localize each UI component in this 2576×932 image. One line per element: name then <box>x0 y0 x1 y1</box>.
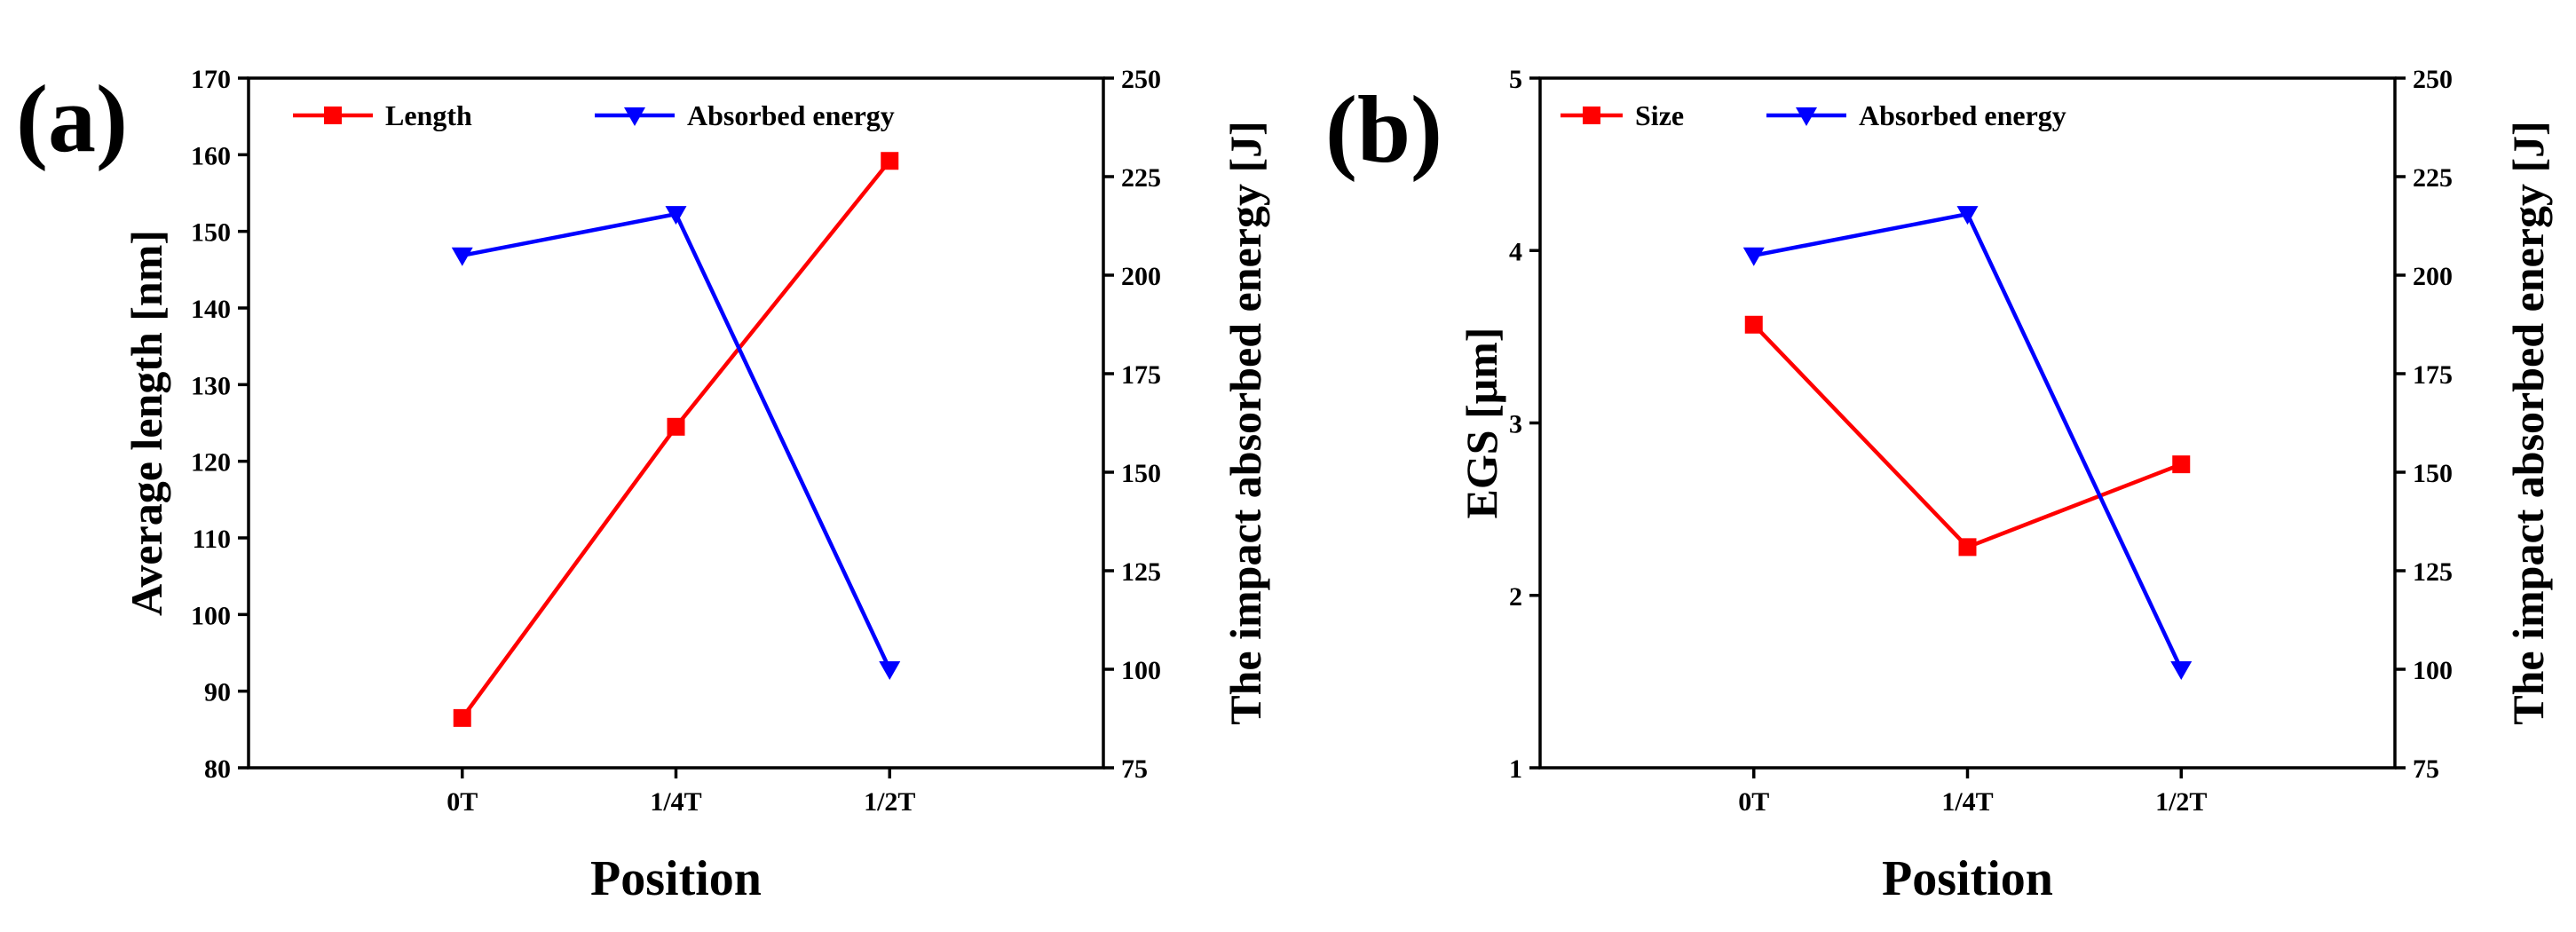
left-y-tick-label: 160 <box>191 141 231 170</box>
x-tick-label: 1/4T <box>650 787 701 817</box>
series-absorbed-energy <box>1742 206 2193 680</box>
legend-marker <box>324 107 342 124</box>
left-y-tick-label: 4 <box>1509 237 1522 266</box>
series-line <box>462 211 892 670</box>
series-line <box>1753 211 2184 670</box>
x-tick-label: 1/2T <box>2155 787 2207 817</box>
right-y-tick-label: 150 <box>1121 459 1161 488</box>
left-y-axis-title: EGS [μm] <box>1457 328 1506 519</box>
right-y-tick-label: 250 <box>2413 65 2453 94</box>
right-y-tick-label: 75 <box>2413 754 2439 784</box>
left-y-tick-label: 170 <box>191 65 231 94</box>
data-point <box>879 661 901 680</box>
right-y-tick-label: 75 <box>1121 754 1148 784</box>
chart-panel-b: 1 2 3 4 5 75 100 125 150 175 200 225 250 0T 1/4T 1/2T Po… <box>1325 65 2553 906</box>
plot-frame <box>1538 76 2397 770</box>
left-y-tick-label: 80 <box>204 754 231 784</box>
legend-entry: Absorbed energy <box>595 99 895 131</box>
right-y-tick-label: 225 <box>1121 163 1161 193</box>
data-point <box>1956 206 1979 225</box>
series-line <box>1752 323 2183 549</box>
right-y-tick-label: 100 <box>1121 656 1161 685</box>
legend-marker <box>624 107 645 126</box>
legend-label: Size <box>1635 99 1684 131</box>
right-y-tick-label: 175 <box>1121 360 1161 390</box>
x-tick-label: 0T <box>446 787 478 817</box>
legend-entry: Absorbed energy <box>1766 99 2066 131</box>
data-point <box>881 152 899 170</box>
chart-panel-a: 80 90 100 110 120 130 140 150 160 170 75 100 125 150 1… <box>16 65 1270 906</box>
data-point <box>2170 661 2193 680</box>
data-point <box>1744 315 1763 334</box>
right-y-tick-label: 100 <box>2413 656 2453 685</box>
right-y-tick-label: 200 <box>1121 262 1161 291</box>
data-point <box>2172 455 2191 474</box>
legend-entry: Size <box>1561 99 1684 131</box>
panel-label: (a) <box>16 67 128 172</box>
left-y-axis-title: Average length [nm] <box>122 230 171 616</box>
data-point <box>451 247 473 266</box>
series-length <box>453 152 899 727</box>
right-y-axis-title: The impact absorbed energy [J] <box>1221 121 1270 725</box>
right-y-tick-label: 150 <box>2413 459 2453 488</box>
right-y-tick-label: 225 <box>2413 163 2453 193</box>
legend-label: Length <box>385 99 472 131</box>
x-tick-label: 0T <box>1738 787 1769 817</box>
right-y-tick-label: 175 <box>2413 360 2453 390</box>
legend-marker <box>1583 107 1600 124</box>
legend-entry: Length <box>293 99 472 131</box>
left-y-tick-label: 3 <box>1509 410 1522 439</box>
series-size <box>1744 315 2191 557</box>
data-point <box>665 206 687 225</box>
legend-label: Absorbed energy <box>1859 99 2066 131</box>
data-point <box>1958 538 1977 557</box>
left-y-tick-label: 100 <box>191 601 231 630</box>
right-y-tick-label: 200 <box>2413 262 2453 291</box>
left-y-tick-label: 90 <box>204 678 231 707</box>
left-y-tick-label: 5 <box>1509 65 1522 94</box>
left-y-tick-label: 140 <box>191 295 231 324</box>
left-y-tick-label: 110 <box>193 525 231 554</box>
x-axis-title: Position <box>590 851 762 906</box>
legend-marker <box>1796 107 1817 126</box>
data-point <box>667 417 685 436</box>
x-tick-label: 1/2T <box>864 787 915 817</box>
right-y-axis-title: The impact absorbed energy [J] <box>2503 121 2553 725</box>
series-absorbed-energy <box>451 206 901 680</box>
data-point <box>453 708 471 727</box>
right-y-tick-label: 125 <box>1121 557 1161 587</box>
data-point <box>1742 247 1765 266</box>
left-y-tick-label: 1 <box>1509 754 1522 784</box>
right-y-tick-label: 125 <box>2413 557 2453 587</box>
x-tick-label: 1/4T <box>1941 787 1993 817</box>
right-y-tick-label: 250 <box>1121 65 1161 94</box>
left-y-tick-label: 130 <box>191 371 231 400</box>
left-y-tick-label: 120 <box>191 448 231 478</box>
legend-label: Absorbed energy <box>687 99 895 131</box>
left-y-tick-label: 2 <box>1509 582 1522 612</box>
panel-label: (b) <box>1325 77 1442 183</box>
left-y-tick-label: 150 <box>191 218 231 248</box>
x-axis-title: Position <box>1882 851 2053 906</box>
